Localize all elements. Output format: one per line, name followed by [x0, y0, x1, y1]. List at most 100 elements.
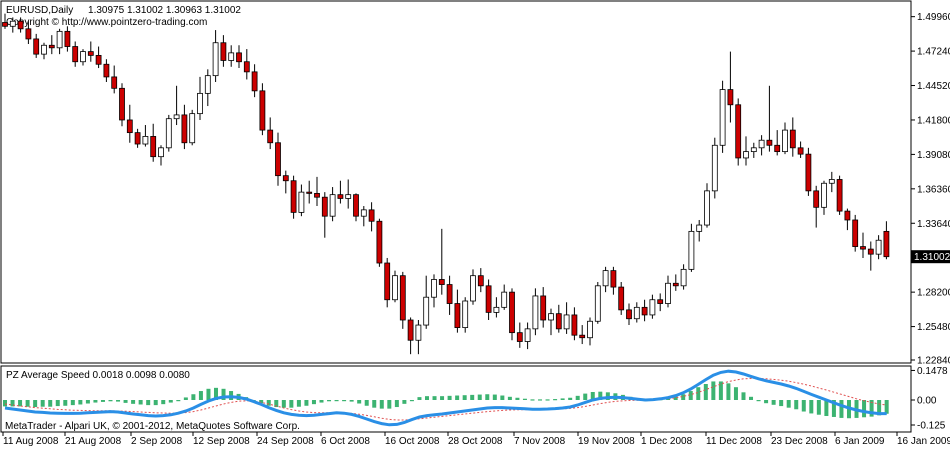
histogram-bar [786, 400, 791, 408]
histogram-bar [779, 400, 784, 407]
candle-body [236, 52, 242, 63]
candle-body [56, 30, 63, 49]
candle-body [9, 20, 16, 27]
candle-body [2, 22, 8, 27]
candle-body [711, 144, 718, 192]
histogram-bar [485, 394, 490, 400]
candle-body [111, 76, 118, 89]
current-price-label: 1.31002 [914, 252, 950, 263]
time-tick-label: 11 Aug 2008 [3, 436, 59, 447]
candle-body [883, 230, 890, 258]
candle-body [727, 89, 734, 106]
candle-body [329, 194, 336, 217]
candle-body [407, 319, 414, 341]
main-chart-frame [0, 0, 912, 364]
candle-body [657, 299, 664, 304]
price-tick-label: 1.36360 [917, 184, 950, 195]
histogram-bar [764, 400, 769, 404]
candle-body [80, 51, 86, 63]
candle-body [446, 284, 453, 304]
candle-body [563, 314, 570, 330]
histogram-bar [274, 400, 279, 408]
histogram-bar [138, 400, 143, 405]
candle-body [259, 90, 266, 131]
symbol-title: EURUSD,Daily [6, 5, 73, 16]
histogram-bar [477, 394, 482, 400]
histogram-bar [824, 400, 829, 416]
candle-body [782, 129, 788, 153]
time-tick-label: 6 Jan 2009 [835, 436, 885, 447]
candle-body [376, 220, 383, 264]
price-tick-label: 1.49960 [917, 12, 950, 23]
histogram-bar [394, 400, 399, 408]
histogram-bar [560, 398, 565, 400]
histogram-bar [417, 397, 422, 400]
indicator-tick-label: 0.1478 [917, 366, 948, 377]
price-tick-label: 1.25480 [917, 322, 950, 333]
histogram-bar [733, 387, 738, 400]
histogram-bar [176, 400, 181, 402]
histogram-bar [183, 397, 188, 400]
histogram-bar [877, 400, 882, 416]
candle-body [852, 219, 859, 247]
histogram-bar [470, 394, 475, 400]
candle-body [758, 139, 765, 149]
candle-body [821, 182, 827, 208]
histogram-bar [108, 400, 113, 402]
footer-text: MetaTrader - Alpari UK, © 2001-2012, Met… [5, 421, 300, 432]
histogram-bar [462, 395, 467, 400]
candle-body [48, 44, 55, 49]
histogram-bar [568, 397, 573, 400]
histogram-bar [884, 400, 889, 414]
price-tick-label: 1.33640 [917, 219, 950, 230]
histogram-bar [55, 400, 60, 407]
candle-body [633, 306, 640, 320]
histogram-bar [801, 400, 806, 412]
candle-body [337, 194, 344, 199]
histogram-bar [206, 388, 211, 400]
time-tick-label: 23 Dec 2008 [771, 436, 828, 447]
histogram-bar [289, 400, 294, 408]
price-tick-label: 1.44520 [917, 81, 950, 92]
candle-body [641, 306, 648, 316]
histogram-bar [696, 387, 701, 400]
candle-body [103, 63, 110, 78]
candle-body [41, 44, 47, 55]
candle-body [64, 30, 71, 47]
candle-body [290, 180, 297, 213]
histogram-bar [364, 400, 369, 406]
time-axis: 11 Aug 2008 21 Aug 2008 2 Sep 2008 12 Sep 2… [2, 432, 950, 447]
histogram-bar [10, 400, 15, 407]
candle-body [17, 20, 24, 30]
histogram-bar [25, 400, 30, 407]
histogram-bar [123, 400, 128, 403]
histogram-bar [319, 400, 324, 403]
histogram-bar [281, 400, 286, 408]
histogram-bar [342, 400, 347, 402]
histogram-bar [432, 396, 437, 400]
candle-body [860, 246, 866, 250]
time-tick-label: 21 Aug 2008 [65, 436, 122, 447]
histogram-bar [522, 398, 527, 400]
indicator-signal-line [4, 377, 887, 421]
candle-body [587, 320, 593, 339]
histogram-bar [545, 399, 550, 401]
candle-body [87, 51, 94, 56]
candle-body [228, 52, 235, 61]
histogram-bar [349, 400, 354, 402]
candle-body [649, 299, 656, 316]
histogram-bar [771, 400, 776, 405]
histogram-bar [379, 400, 384, 409]
candle-body [735, 104, 742, 159]
histogram-bar [48, 400, 53, 407]
candle-body [197, 92, 203, 115]
time-tick-label: 28 Oct 2008 [448, 436, 503, 447]
histogram-bar [387, 400, 392, 409]
indicator-tick-label: 0.00 [917, 396, 937, 407]
copyright-text: Copyright © http://www.pointzero-trading… [6, 17, 207, 28]
candle-body [181, 114, 188, 144]
histogram-bar [538, 399, 543, 401]
candle-body [516, 332, 523, 342]
